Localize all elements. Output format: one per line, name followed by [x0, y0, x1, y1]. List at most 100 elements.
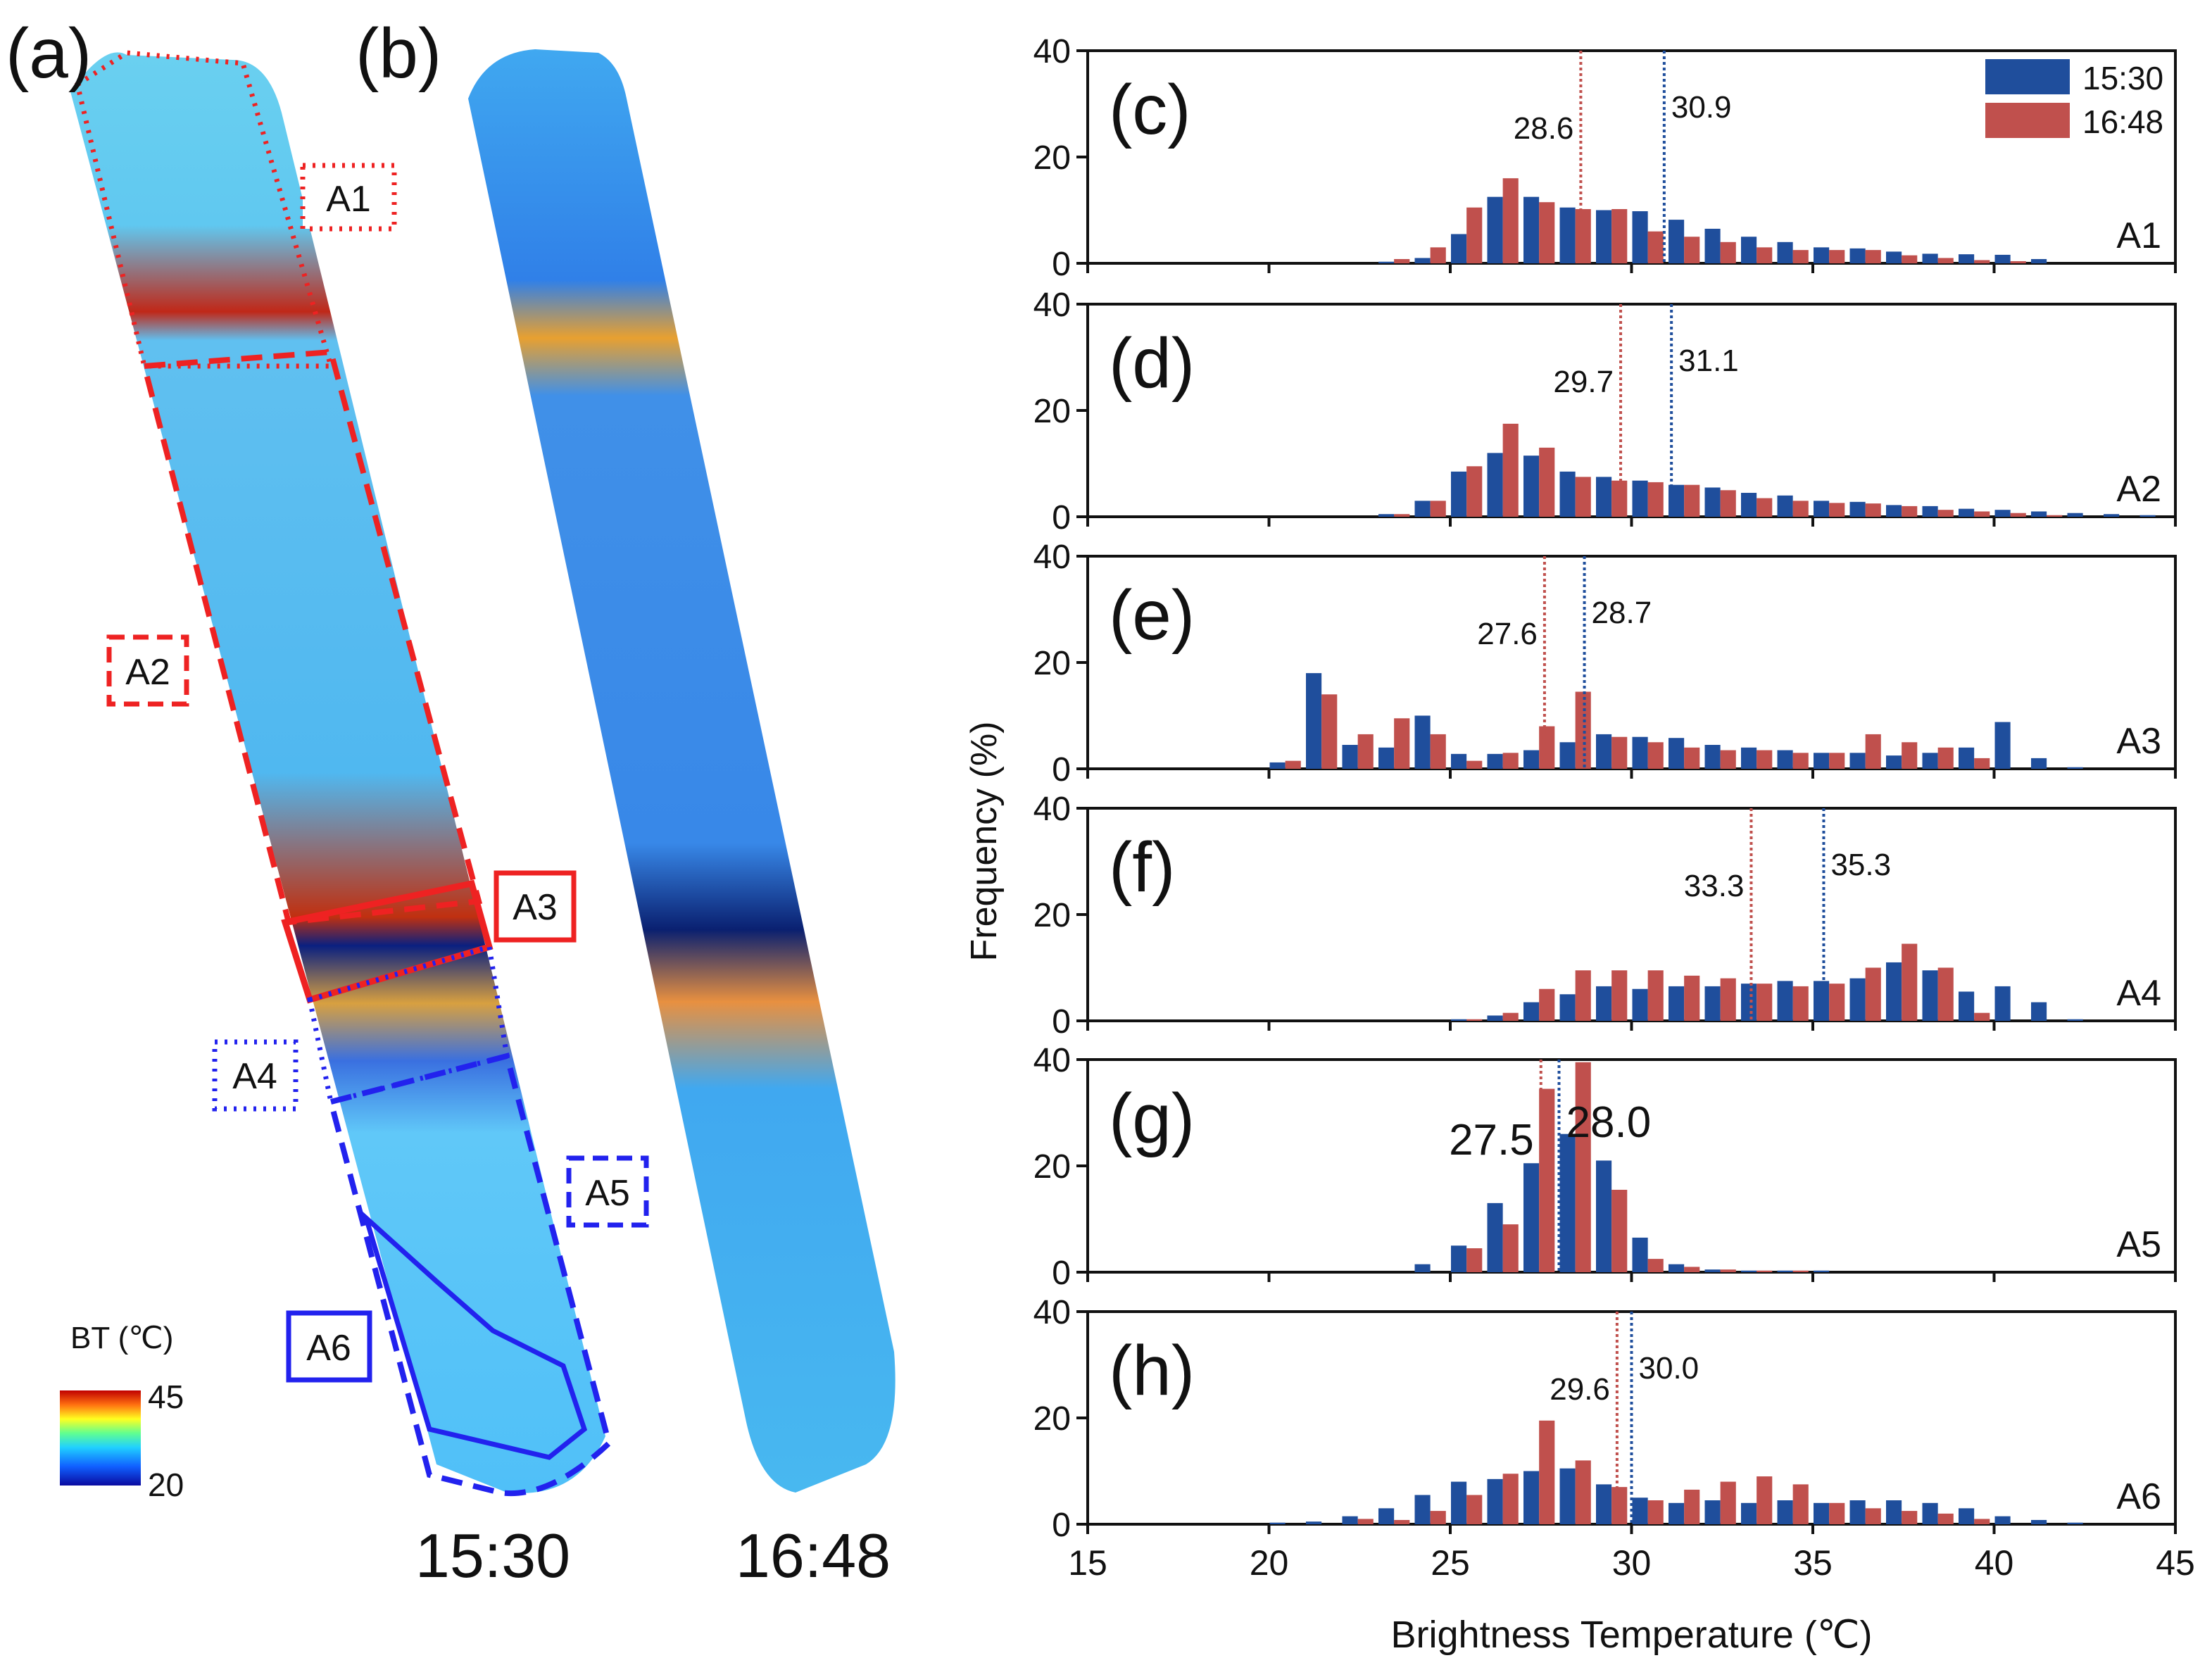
bar-1530: [1849, 248, 1866, 263]
bar-1648: [1611, 1189, 1628, 1272]
plot-frame: [1086, 807, 2177, 1022]
bar-1648: [1974, 758, 1990, 769]
mean-label-1648: 29.7: [1553, 365, 1614, 399]
bar-1530: [1994, 722, 2011, 769]
bar-1648: [1611, 970, 1628, 1021]
bar-1530: [1959, 747, 1975, 769]
area-label-a6-box: A6: [286, 1310, 372, 1383]
y-tick-label: 0: [1052, 751, 1071, 789]
y-tick-label: 40: [1033, 287, 1071, 324]
bar-1530: [1632, 1237, 1648, 1272]
bar-1648: [1757, 498, 1773, 517]
mean-label-1530: 31.1: [1678, 344, 1739, 378]
thermal-map-b: (b) 16:48: [356, 14, 896, 1590]
legend-swatch-1648: [1985, 103, 2070, 138]
bar-1530: [1959, 508, 1975, 517]
bar-1530: [1849, 1500, 1866, 1524]
bar-1530: [1559, 1133, 1576, 1272]
y-tick-label: 20: [1033, 1400, 1071, 1438]
bar-1530: [1669, 220, 1685, 263]
bar-1530: [1704, 1269, 1721, 1272]
area-label: A6: [2116, 1476, 2161, 1517]
mean-label-1648: 27.5: [1449, 1116, 1534, 1164]
bar-1530: [1994, 510, 2011, 517]
bar-1530: [1451, 1019, 1467, 1021]
area-label-a4-box: A4: [212, 1039, 299, 1112]
bar-1530: [1487, 1202, 1503, 1272]
plot-frame: [1086, 555, 2177, 770]
bar-1648: [1792, 986, 1809, 1021]
bar-1648: [1539, 726, 1555, 769]
bar-1530: [1814, 753, 1830, 769]
panel-label: (e): [1109, 576, 1195, 655]
bar-1530: [1669, 738, 1685, 769]
y-tick-label: 40: [1033, 1042, 1071, 1079]
bar-1530: [2067, 513, 2083, 517]
mean-label-1648: 27.6: [1477, 617, 1538, 651]
bar-1530: [2031, 1519, 2047, 1524]
colorbar-min: 20: [148, 1466, 184, 1503]
time-label-a: 15:30: [415, 1521, 570, 1590]
bar-1530: [1922, 753, 1938, 769]
bar-1648: [1647, 482, 1664, 517]
panel-label: (f): [1109, 828, 1175, 907]
bar-1530: [1451, 234, 1467, 263]
bar-1530: [1994, 1516, 2011, 1524]
bar-1530: [1959, 1508, 1975, 1524]
bar-1530: [1414, 1495, 1431, 1524]
bar-1530: [1414, 258, 1431, 263]
bar-1648: [1502, 753, 1519, 769]
bar-1648: [1757, 750, 1773, 769]
panel-label: (g): [1109, 1079, 1195, 1158]
bar-1530: [1451, 753, 1467, 769]
bar-1530: [1632, 736, 1648, 769]
bar-1530: [1777, 495, 1793, 517]
bar-1648: [2010, 513, 2026, 517]
bar-1648: [1757, 247, 1773, 263]
bar-1530: [1849, 978, 1866, 1021]
bar-1648: [1757, 1270, 1773, 1272]
bar-1530: [1451, 1245, 1467, 1272]
bar-1648: [1466, 1495, 1483, 1524]
bar-1530: [1849, 753, 1866, 769]
bar-1530: [1741, 493, 1757, 517]
x-tick-label: 25: [1431, 1543, 1470, 1583]
subplot-a4: 0 20 40 35.3 33.3 (f) A4: [1033, 791, 2177, 1041]
bar-1648: [1684, 1489, 1700, 1524]
bar-1648: [1684, 484, 1700, 517]
bar-1530: [2031, 511, 2047, 517]
bar-1648: [1502, 1012, 1519, 1021]
bar-1530: [1414, 1264, 1431, 1272]
mean-label-1648: 28.6: [1514, 111, 1574, 146]
bar-1648: [1539, 1420, 1555, 1524]
bar-1530: [1922, 1502, 1938, 1524]
bar-1648: [1575, 1460, 1591, 1524]
bar-1648: [1611, 480, 1628, 517]
bar-1530: [1849, 501, 1866, 517]
bar-1648: [1902, 742, 1918, 769]
bar-1530: [2067, 1019, 2083, 1021]
bar-1530: [1559, 471, 1576, 517]
x-tick-label: 45: [2156, 1543, 2195, 1583]
bar-1648: [1647, 231, 1664, 263]
y-tick-label: 20: [1033, 645, 1071, 682]
bar-1530: [1886, 962, 1902, 1021]
mean-label-1530: 28.7: [1592, 596, 1652, 630]
bar-1530: [1596, 1160, 1612, 1272]
bar-1530: [1994, 254, 2011, 263]
y-tick-label: 40: [1033, 33, 1071, 70]
bar-1530: [1777, 1500, 1793, 1524]
bar-1530: [1669, 484, 1685, 517]
bar-1530: [1669, 986, 1685, 1021]
bar-1530: [1814, 247, 1830, 263]
x-tick-label: 15: [1068, 1543, 1107, 1583]
bar-1648: [1502, 1474, 1519, 1524]
bar-1530: [1632, 480, 1648, 517]
thermal-map-a: A1 A2 A3 A4 A5 A6 (a) 15:30: [6, 14, 649, 1590]
bar-1648: [1792, 250, 1809, 263]
area-label-a2-box: A2: [106, 634, 189, 707]
bar-1648: [1285, 760, 1301, 769]
bar-1530: [1777, 750, 1793, 769]
bar-1648: [1539, 988, 1555, 1021]
bar-1648: [1430, 501, 1446, 517]
